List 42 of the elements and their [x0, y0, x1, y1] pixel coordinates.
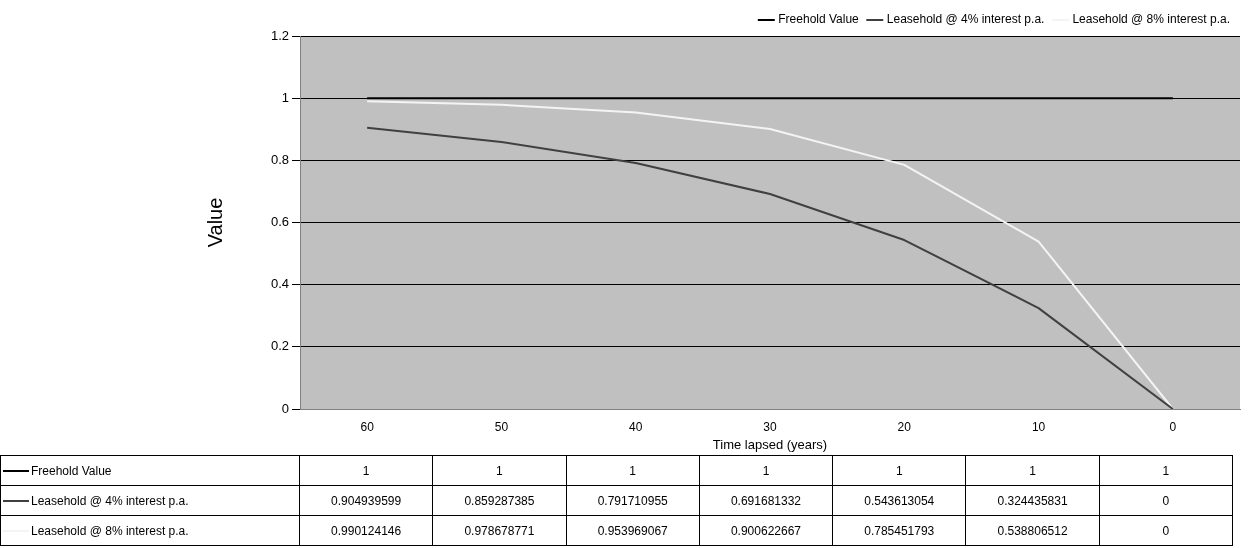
y-tick-label: 0: [281, 400, 289, 416]
y-tick-label: 0.4: [270, 276, 289, 292]
x-tick-label: 10: [1031, 419, 1046, 434]
x-tick-label: 40: [629, 419, 643, 434]
x-tick-label: 30: [763, 419, 777, 434]
data-label: 1: [699, 455, 833, 486]
data-label: 0.785451793: [832, 515, 966, 546]
y-tick-label: 0.6: [270, 214, 289, 230]
data-label: 0.900622667: [699, 515, 833, 546]
legend-label: Freehold Value: [778, 12, 860, 27]
data-label: 0.859287385: [432, 485, 567, 516]
data-label: 0.904939599: [299, 485, 433, 516]
data-label: 0.538806512: [965, 515, 1100, 546]
y-tick-label: 0.8: [270, 151, 289, 167]
x-tick-label: 50: [494, 419, 509, 434]
legend-label: Leasehold @ 8% interest p.a.: [1072, 12, 1231, 27]
x-tick-label: 60: [360, 419, 375, 434]
data-label: 1: [832, 455, 966, 486]
y-tick-label: 0.2: [270, 338, 289, 354]
data-label: 1: [566, 455, 700, 486]
y-tick-label: 1.2: [270, 27, 289, 43]
text: Leasehold @ 4% interest p.a.: [31, 493, 189, 508]
x-axis-title: Time lapsed (years): [712, 436, 828, 452]
text: Leasehold @ 8% interest p.a.: [31, 523, 189, 538]
legend-label: Leasehold @ 4% interest p.a.: [886, 12, 1045, 27]
data-label: 0.978678771: [432, 515, 567, 546]
y-axis-title: Value: [203, 197, 226, 248]
data-label: 0.953969067: [566, 515, 700, 546]
data-label: 0.791710955: [566, 485, 700, 516]
data-label: 0.543613054: [832, 485, 966, 516]
data-label: 0.324435831: [965, 485, 1100, 516]
data-label: 1: [965, 455, 1100, 486]
data-label: 0.691681332: [699, 485, 833, 516]
data-label: 0: [1099, 485, 1233, 516]
data-label: 1: [432, 455, 567, 486]
x-tick-label: 20: [897, 419, 912, 434]
data-label: 0.990124146: [299, 515, 433, 546]
y-tick-label: 1: [281, 89, 289, 105]
data-label: 0: [1099, 515, 1233, 546]
x-tick-label: 0: [1169, 419, 1177, 434]
data-label: 1: [1099, 455, 1233, 486]
text: Freehold Value: [31, 463, 112, 478]
